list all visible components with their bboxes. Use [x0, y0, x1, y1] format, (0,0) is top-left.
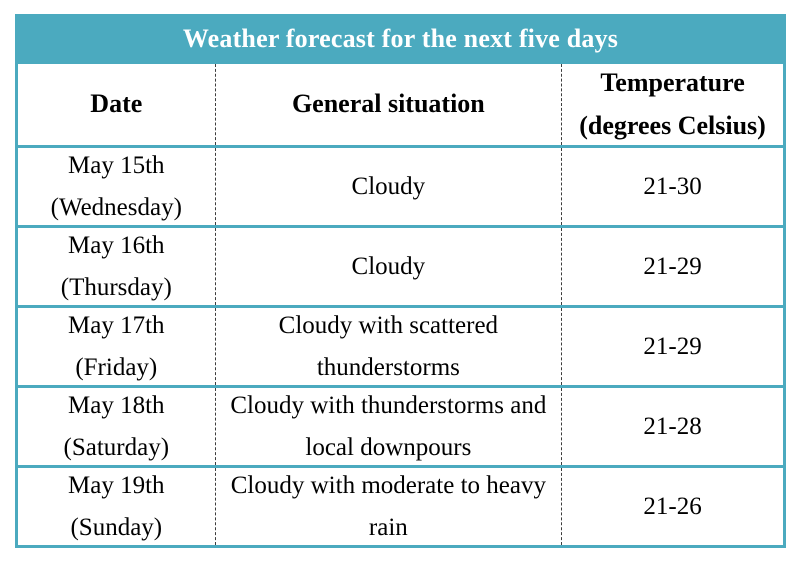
column-header-temperature: Temperature (degrees Celsius) [561, 64, 783, 145]
table-row: May 15th (Wednesday) Cloudy 21-30 [18, 145, 783, 225]
situation-text: Cloudy with moderate to heavy rain [230, 472, 546, 541]
situation-cell: Cloudy with moderate to heavy rain [214, 468, 562, 545]
column-header-label: General situation [291, 89, 485, 119]
date-text: May 18th [68, 392, 165, 420]
situation-cell: Cloudy with thunderstorms and local down… [214, 388, 562, 465]
weekday-text: (Sunday) [70, 513, 163, 541]
date-text: May 16th [68, 232, 165, 260]
column-header-label: Temperature [600, 67, 745, 97]
situation-text: Cloudy with thunderstorms and local down… [230, 392, 547, 461]
column-header-general-situation: General situation [214, 64, 562, 145]
weekday-text: (Friday) [75, 353, 158, 381]
temperature-cell: 21-29 [561, 228, 783, 305]
temperature-cell: 21-30 [561, 148, 783, 225]
column-header-sublabel: (degrees Celsius) [579, 110, 766, 140]
situation-cell: Cloudy [214, 148, 562, 225]
temperature-text: 21-29 [643, 252, 702, 280]
temperature-cell: 21-29 [561, 308, 783, 385]
situation-cell: Cloudy with scattered thunderstorms [214, 308, 562, 385]
temperature-text: 21-29 [643, 332, 702, 360]
temperature-text: 21-26 [643, 492, 702, 520]
situation-text: Cloudy [351, 252, 426, 280]
temperature-cell: 21-28 [561, 388, 783, 465]
weather-forecast-table: Weather forecast for the next five days … [15, 14, 786, 548]
column-header-date: Date [18, 64, 215, 145]
table-row: May 19th (Sunday) Cloudy with moderate t… [18, 465, 783, 545]
weekday-text: (Thursday) [60, 273, 172, 301]
date-cell: May 17th (Friday) [18, 308, 215, 385]
situation-text: Cloudy [351, 172, 426, 200]
date-cell: May 18th (Saturday) [18, 388, 215, 465]
date-text: May 19th [68, 472, 165, 500]
table-row: May 16th (Thursday) Cloudy 21-29 [18, 225, 783, 305]
table-header-row: Date General situation Temperature (degr… [18, 61, 783, 145]
table-row: May 17th (Friday) Cloudy with scattered … [18, 305, 783, 385]
temperature-text: 21-28 [643, 412, 702, 440]
column-header-label: Date [90, 89, 143, 119]
temperature-text: 21-30 [643, 172, 702, 200]
table-title-bar: Weather forecast for the next five days [18, 17, 783, 61]
date-cell: May 19th (Sunday) [18, 468, 215, 545]
table-title: Weather forecast for the next five days [182, 24, 619, 53]
weekday-text: (Saturday) [63, 433, 170, 461]
table-row: May 18th (Saturday) Cloudy with thunders… [18, 385, 783, 465]
date-text: May 17th [68, 312, 165, 340]
date-cell: May 15th (Wednesday) [18, 148, 215, 225]
weekday-text: (Wednesday) [50, 193, 182, 221]
date-cell: May 16th (Thursday) [18, 228, 215, 305]
situation-text: Cloudy with scattered thunderstorms [278, 312, 499, 381]
situation-cell: Cloudy [214, 228, 562, 305]
date-text: May 15th [68, 152, 165, 180]
temperature-cell: 21-26 [561, 468, 783, 545]
